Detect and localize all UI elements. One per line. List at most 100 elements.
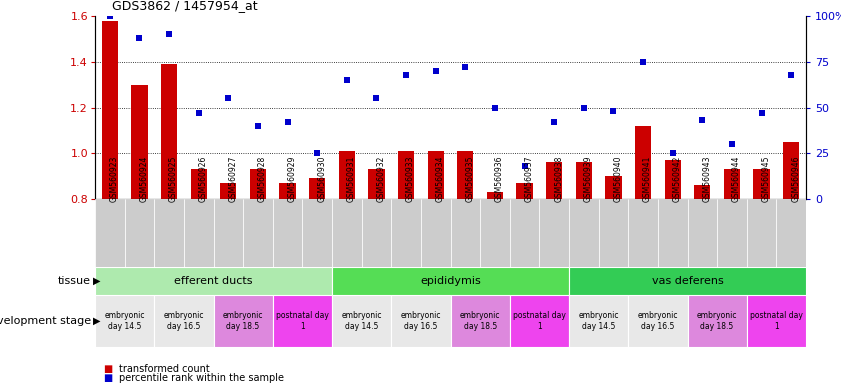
Bar (391, 199, 420, 267)
Text: vas deferens: vas deferens (652, 276, 723, 286)
Text: GSM560929: GSM560929 (288, 156, 297, 202)
Text: GSM560942: GSM560942 (673, 156, 682, 202)
Point (696, 117, 709, 123)
Bar (368, 169, 384, 382)
Text: development stage: development stage (0, 316, 91, 326)
Text: ■: ■ (103, 364, 113, 374)
Point (399, 71, 413, 78)
Bar (510, 199, 539, 267)
Bar (451, 295, 510, 347)
Text: postnatal day
1: postnatal day 1 (513, 311, 566, 331)
Bar (717, 199, 747, 267)
Bar (398, 151, 415, 382)
Bar (131, 84, 147, 382)
Bar (635, 126, 651, 382)
Bar (420, 199, 451, 267)
Bar (569, 199, 599, 267)
Bar (250, 169, 266, 382)
Text: GSM560933: GSM560933 (406, 156, 415, 202)
Bar (214, 199, 243, 267)
Bar (184, 199, 214, 267)
Bar (776, 199, 806, 267)
Bar (724, 169, 740, 382)
Text: embryonic
day 14.5: embryonic day 14.5 (104, 311, 145, 331)
Bar (339, 151, 355, 382)
Bar (516, 183, 532, 382)
Bar (95, 267, 332, 295)
Point (458, 64, 472, 70)
Point (429, 68, 442, 74)
Point (221, 95, 235, 101)
Text: ▶: ▶ (93, 276, 100, 286)
Bar (783, 142, 799, 382)
Bar (576, 162, 592, 382)
Bar (391, 295, 451, 347)
Bar (154, 199, 184, 267)
Text: GSM560923: GSM560923 (110, 156, 119, 202)
Point (577, 104, 590, 111)
Text: embryonic
day 18.5: embryonic day 18.5 (697, 311, 738, 331)
Bar (272, 199, 303, 267)
Bar (124, 199, 154, 267)
Bar (154, 295, 214, 347)
Text: embryonic
day 14.5: embryonic day 14.5 (341, 311, 382, 331)
Bar (569, 267, 806, 295)
Point (489, 104, 502, 111)
Point (103, 13, 117, 19)
Text: ▶: ▶ (93, 316, 100, 326)
Bar (687, 199, 717, 267)
Point (547, 119, 561, 125)
Bar (658, 199, 687, 267)
Text: GSM560927: GSM560927 (228, 156, 237, 202)
Bar (694, 185, 711, 382)
Text: GSM560939: GSM560939 (584, 156, 593, 202)
Point (251, 123, 265, 129)
Bar (546, 162, 563, 382)
Text: embryonic
day 18.5: embryonic day 18.5 (460, 311, 500, 331)
Text: GSM560934: GSM560934 (436, 156, 445, 202)
Bar (272, 295, 332, 347)
Bar (747, 199, 776, 267)
Point (281, 119, 294, 125)
Text: embryonic
day 18.5: embryonic day 18.5 (223, 311, 263, 331)
Bar (95, 295, 154, 347)
Text: GSM560946: GSM560946 (791, 156, 800, 202)
Point (340, 77, 353, 83)
Text: efferent ducts: efferent ducts (174, 276, 253, 286)
Text: embryonic
day 14.5: embryonic day 14.5 (579, 311, 619, 331)
Bar (303, 199, 332, 267)
Bar (95, 199, 124, 267)
Text: GSM560925: GSM560925 (169, 156, 178, 202)
Point (133, 35, 146, 41)
Bar (599, 199, 628, 267)
Bar (487, 192, 503, 382)
Point (606, 108, 620, 114)
Point (518, 163, 532, 169)
Bar (102, 21, 118, 382)
Bar (747, 295, 806, 347)
Bar (628, 199, 658, 267)
Text: ■: ■ (103, 373, 113, 383)
Bar (427, 151, 444, 382)
Point (370, 95, 383, 101)
Text: GSM560931: GSM560931 (346, 156, 356, 202)
Bar (687, 295, 747, 347)
Bar (332, 295, 391, 347)
Bar (279, 183, 296, 382)
Bar (309, 179, 325, 382)
Bar (628, 295, 687, 347)
Bar (664, 160, 681, 382)
Bar (332, 267, 569, 295)
Bar (362, 199, 391, 267)
Text: GSM560932: GSM560932 (377, 156, 385, 202)
Point (666, 150, 680, 156)
Text: GSM560940: GSM560940 (613, 156, 622, 202)
Text: GSM560924: GSM560924 (140, 156, 149, 202)
Text: embryonic
day 16.5: embryonic day 16.5 (637, 311, 678, 331)
Bar (451, 199, 480, 267)
Text: tissue: tissue (58, 276, 91, 286)
Point (785, 71, 798, 78)
Text: percentile rank within the sample: percentile rank within the sample (119, 373, 283, 383)
Point (755, 110, 769, 116)
Bar (606, 176, 621, 382)
